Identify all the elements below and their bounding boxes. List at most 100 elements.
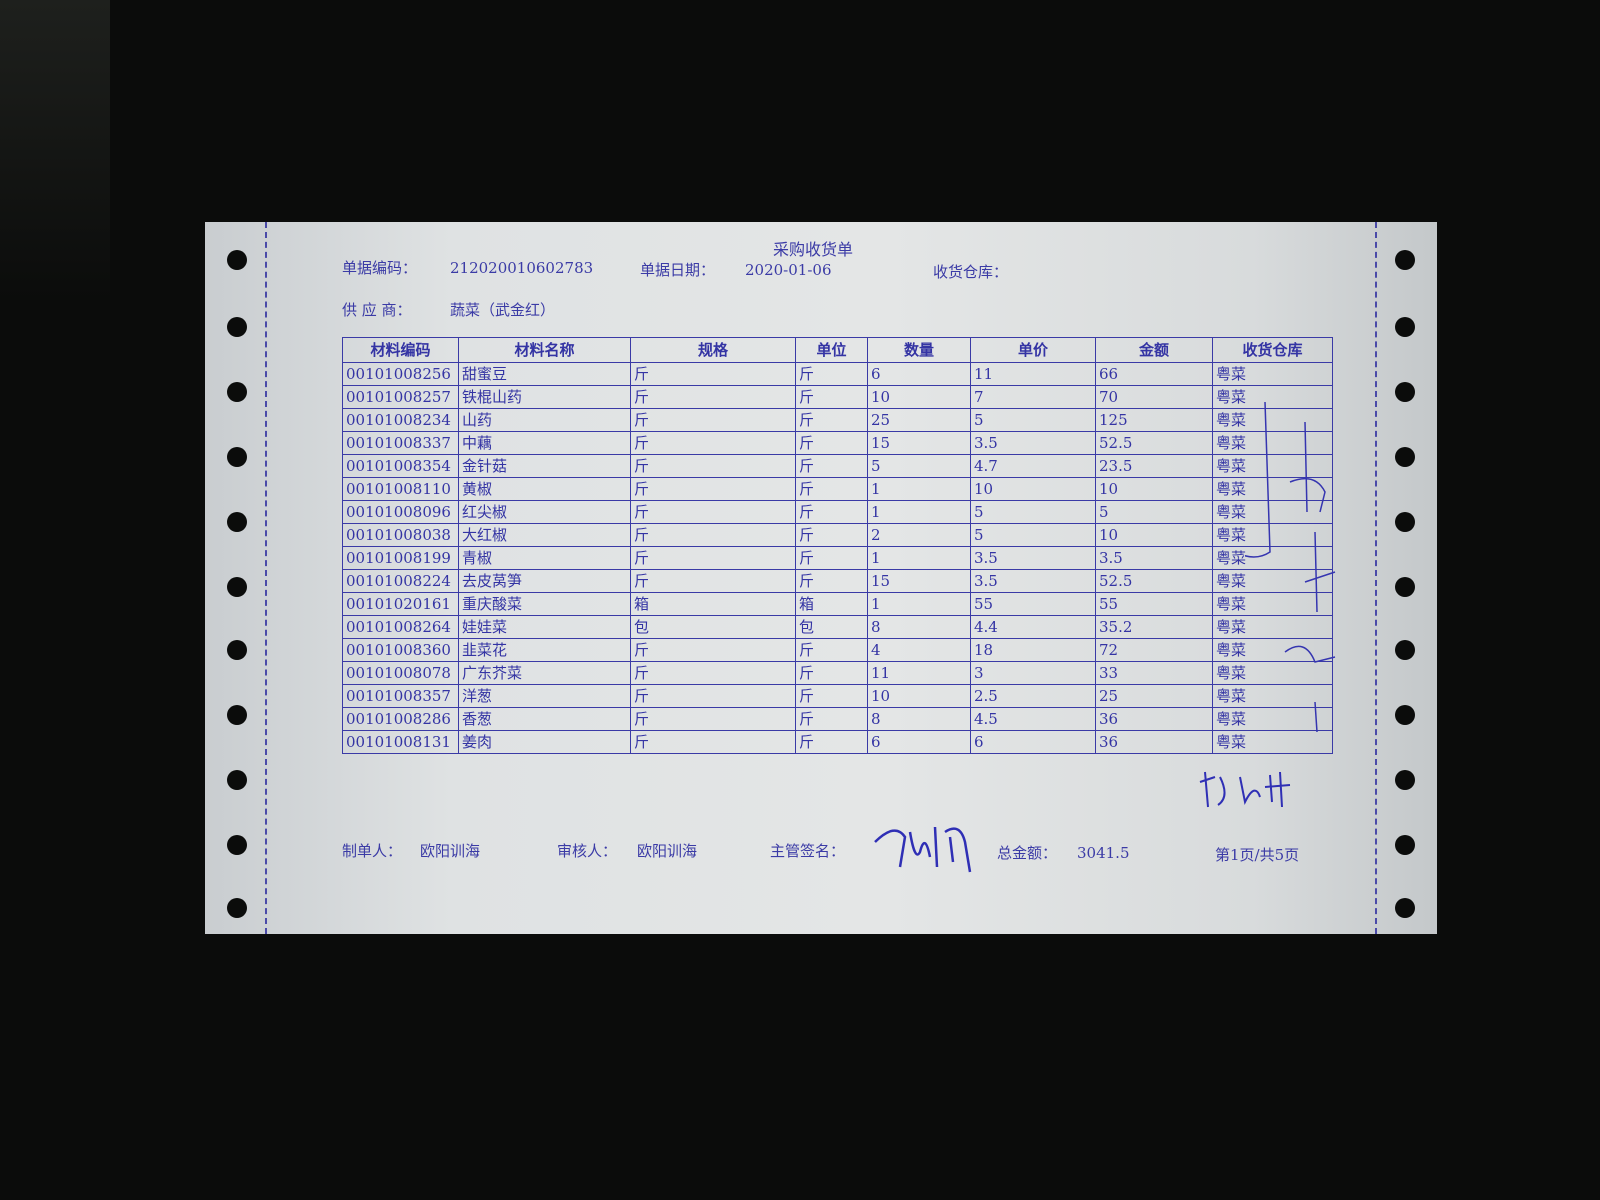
table-cell: 粤菜 xyxy=(1212,592,1333,616)
table-cell: 粤菜 xyxy=(1212,684,1333,708)
table-cell: 斤 xyxy=(630,523,796,547)
table-cell: 00101008234 xyxy=(342,408,459,432)
table-cell: 11 xyxy=(970,362,1096,386)
table-cell: 8 xyxy=(867,707,971,731)
tractor-hole xyxy=(1395,770,1415,790)
table-cell: 5 xyxy=(970,408,1096,432)
page-indicator: 第1页/共5页 xyxy=(1215,846,1300,864)
table-cell: 10 xyxy=(867,385,971,409)
table-cell: 00101008256 xyxy=(342,362,459,386)
table-cell: 粤菜 xyxy=(1212,615,1333,639)
handwritten-marks xyxy=(1245,402,1336,732)
tractor-strip-right xyxy=(1375,222,1437,934)
table-cell: 铁棍山药 xyxy=(458,385,631,409)
table-cell: 18 xyxy=(970,638,1096,662)
table-row: 00101008131 姜肉斤斤 6 6 36 粤菜 xyxy=(342,730,1333,754)
table-cell: 黄椒 xyxy=(458,477,631,501)
table-cell: 粤菜 xyxy=(1212,730,1333,754)
table-row: 00101008234 山药斤斤 25 5 125 粤菜 xyxy=(342,408,1333,432)
table-cell: 00101008224 xyxy=(342,569,459,593)
warehouse-label: 收货仓库： xyxy=(933,263,1009,281)
table-cell: 00101008131 xyxy=(342,730,459,754)
table-cell: 4 xyxy=(867,638,971,662)
table-cell: 3.5 xyxy=(1095,546,1213,570)
tractor-hole xyxy=(1395,447,1415,467)
table-cell: 23.5 xyxy=(1095,454,1213,478)
table-cell: 重庆酸菜 xyxy=(458,592,631,616)
column-header: 单价 xyxy=(970,337,1096,363)
column-header: 单位 xyxy=(795,337,868,363)
table-cell: 粤菜 xyxy=(1212,477,1333,501)
table-cell: 00101008038 xyxy=(342,523,459,547)
table-cell: 00101008257 xyxy=(342,385,459,409)
table-row: 00101008078 广东芥菜斤斤 11 3 33 粤菜 xyxy=(342,661,1333,685)
column-header: 金额 xyxy=(1095,337,1213,363)
table-cell: 斤 xyxy=(795,500,868,524)
table-row: 00101008337 中藕斤斤 15 3.5 52.5 粤菜 xyxy=(342,431,1333,455)
table-cell: 3 xyxy=(970,661,1096,685)
supplier-label: 供 应 商： xyxy=(342,301,412,319)
table-cell: 5 xyxy=(970,523,1096,547)
table-cell: 5 xyxy=(970,500,1096,524)
date-label: 单据日期： xyxy=(640,261,716,279)
table-cell: 8 xyxy=(867,615,971,639)
table-cell: 粤菜 xyxy=(1212,385,1333,409)
table-cell: 韭菜花 xyxy=(458,638,631,662)
table-cell: 姜肉 xyxy=(458,730,631,754)
table-cell: 红尖椒 xyxy=(458,500,631,524)
table-cell: 5 xyxy=(1095,500,1213,524)
table-cell: 斤 xyxy=(630,408,796,432)
table-cell: 广东芥菜 xyxy=(458,661,631,685)
tractor-hole xyxy=(227,770,247,790)
table-cell: 00101020161 xyxy=(342,592,459,616)
receipt-paper: 采购收货单 单据编码： 212020010602783 单据日期： 2020-0… xyxy=(205,222,1437,934)
handwritten-signature xyxy=(1199,771,1291,808)
table-cell: 斤 xyxy=(630,546,796,570)
table-cell: 甜蜜豆 xyxy=(458,362,631,386)
table-cell: 11 xyxy=(867,661,971,685)
tractor-hole xyxy=(1395,577,1415,597)
column-header: 规格 xyxy=(630,337,796,363)
tractor-hole xyxy=(1395,705,1415,725)
table-cell: 00101008357 xyxy=(342,684,459,708)
column-header: 收货仓库 xyxy=(1212,337,1333,363)
reviewer: 欧阳训海 xyxy=(637,842,698,860)
table-cell: 斤 xyxy=(630,569,796,593)
tractor-hole xyxy=(1395,317,1415,337)
date: 2020-01-06 xyxy=(745,261,832,279)
table-row: 00101008110 黄椒斤斤 1 10 10 粤菜 xyxy=(342,477,1333,501)
table-cell: 36 xyxy=(1095,730,1213,754)
table-cell: 00101008199 xyxy=(342,546,459,570)
table-cell: 斤 xyxy=(630,730,796,754)
supervisor-signature xyxy=(874,826,972,873)
table-cell: 3.5 xyxy=(970,431,1096,455)
table-cell: 斤 xyxy=(630,431,796,455)
table-row: 00101008264 娃娃菜包包 8 4.4 35.2 粤菜 xyxy=(342,615,1333,639)
table-cell: 粤菜 xyxy=(1212,707,1333,731)
table-row: 00101008224 去皮莴笋斤斤 15 3.5 52.5 粤菜 xyxy=(342,569,1333,593)
table-cell: 娃娃菜 xyxy=(458,615,631,639)
maker: 欧阳训海 xyxy=(420,842,481,860)
table-cell: 去皮莴笋 xyxy=(458,569,631,593)
table-cell: 10 xyxy=(970,477,1096,501)
table-cell: 00101008096 xyxy=(342,500,459,524)
table-cell: 25 xyxy=(867,408,971,432)
table-cell: 斤 xyxy=(630,362,796,386)
table-cell: 斤 xyxy=(630,661,796,685)
table-cell: 斤 xyxy=(795,431,868,455)
table-cell: 4.7 xyxy=(970,454,1096,478)
tractor-strip-left xyxy=(205,222,267,934)
table-cell: 10 xyxy=(1095,523,1213,547)
table-cell: 香葱 xyxy=(458,707,631,731)
total: 3041.5 xyxy=(1077,844,1130,862)
table-cell: 25 xyxy=(1095,684,1213,708)
table-cell: 1 xyxy=(867,477,971,501)
table-cell: 箱 xyxy=(630,592,796,616)
tractor-hole xyxy=(227,577,247,597)
table-cell: 4.4 xyxy=(970,615,1096,639)
table-cell: 粤菜 xyxy=(1212,546,1333,570)
tractor-hole xyxy=(1395,835,1415,855)
supplier: 蔬菜（武金红） xyxy=(450,301,556,319)
column-header: 材料名称 xyxy=(458,337,631,363)
table-cell: 包 xyxy=(795,615,868,639)
